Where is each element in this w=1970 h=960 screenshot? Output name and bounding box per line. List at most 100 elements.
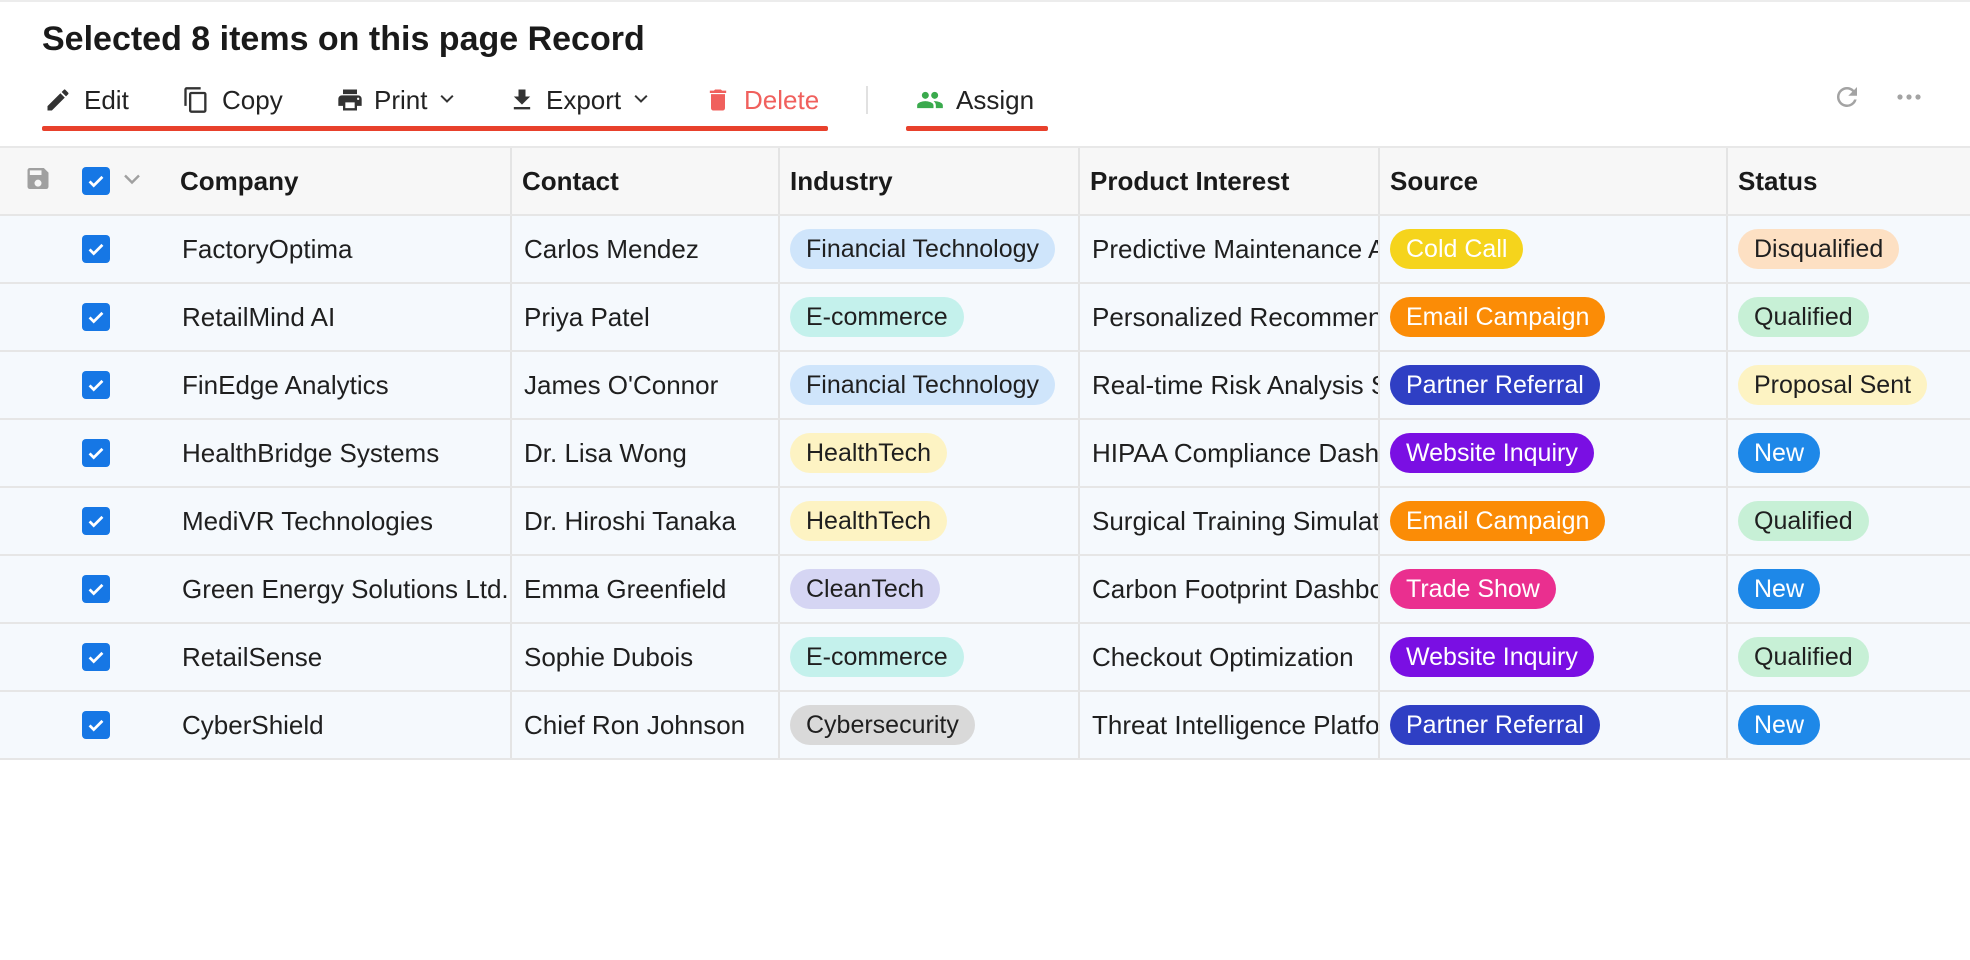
status-cell: Disqualified [1726,216,1970,282]
industry-cell: Financial Technology [778,216,1078,282]
check-icon [88,583,104,596]
contact-name: Carlos Mendez [524,233,699,264]
table-row[interactable]: MediVR Technologies Dr. Hiroshi Tanaka Hea… [0,488,1970,556]
check-icon [88,175,104,188]
table-row[interactable]: RetailSense Sophie Dubois E-commerce Checko… [0,624,1970,692]
save-icon[interactable] [24,165,52,198]
column-header-industry[interactable]: Industry [778,148,1078,214]
company-cell: FinEdge Analytics [170,352,510,418]
industry-tag: Financial Technology [790,229,1056,269]
table-row[interactable]: FinEdge Analytics James O'Connor Financial… [0,352,1970,420]
print-label: Print [374,84,428,115]
source-cell: Email Campaign [1378,284,1726,350]
status-cell: New [1726,556,1970,622]
toolbar: Edit Copy Print Export Delete Assign [0,76,1970,134]
select-all-checkbox[interactable] [82,167,110,195]
status-badge: Qualified [1738,637,1869,677]
export-label: Export [546,84,622,115]
edit-button[interactable]: Edit [44,76,129,124]
row-checkbox[interactable] [82,575,110,603]
contact-name: Sophie Dubois [524,641,694,672]
industry-tag: Financial Technology [790,365,1056,405]
source-cell: Website Inquiry [1378,420,1726,486]
table-row[interactable]: CyberShield Chief Ron Johnson Cybersecurit… [0,692,1970,760]
industry-tag: HealthTech [790,501,948,541]
product-interest-text: Real-time Risk Analysis Suite [1092,369,1378,400]
source-cell: Partner Referral [1378,692,1726,758]
contact-name: Priya Patel [524,301,650,332]
company-name: HealthBridge Systems [182,437,440,468]
delete-button[interactable]: Delete [704,76,819,124]
contact-cell: Priya Patel [510,284,778,350]
product-interest-text: Surgical Training Simulator [1092,505,1378,536]
contact-name: Dr. Hiroshi Tanaka [524,505,736,536]
copy-label: Copy [222,84,283,115]
industry-cell: E-commerce [778,284,1078,350]
row-checkbox[interactable] [82,371,110,399]
row-checkbox[interactable] [82,643,110,671]
row-checkbox[interactable] [82,711,110,739]
status-cell: Qualified [1726,488,1970,554]
check-icon [88,311,104,324]
print-button[interactable]: Print [336,76,457,124]
company-cell: HealthBridge Systems [170,420,510,486]
column-header-company[interactable]: Company [180,165,299,196]
product-interest-cell: Threat Intelligence Platform [1078,692,1378,758]
check-icon [88,515,104,528]
table-row[interactable]: Green Energy Solutions Ltd. Emma Greenfie… [0,556,1970,624]
status-badge: New [1738,705,1821,745]
product-interest-cell: Real-time Risk Analysis Suite [1078,352,1378,418]
table-row[interactable]: FactoryOptima Carlos Mendez Financial Tech… [0,216,1970,284]
assign-underline [906,126,1048,131]
users-icon [917,91,943,109]
company-name: RetailMind AI [182,301,336,332]
source-tag: Trade Show [1390,569,1556,609]
industry-cell: CleanTech [778,556,1078,622]
company-cell: FactoryOptima [170,216,510,282]
product-interest-text: Threat Intelligence Platform [1092,709,1378,740]
column-header-contact[interactable]: Contact [510,148,778,214]
toolbar-divider [866,86,868,114]
status-badge: New [1738,433,1821,473]
company-name: RetailSense [182,641,323,672]
toolbar-group-underline [42,126,828,131]
source-tag: Partner Referral [1390,365,1600,405]
company-cell: MediVR Technologies [170,488,510,554]
status-cell: New [1726,420,1970,486]
status-cell: Qualified [1726,624,1970,690]
row-checkbox[interactable] [82,235,110,263]
source-cell: Email Campaign [1378,488,1726,554]
column-header-status[interactable]: Status [1726,148,1970,214]
printer-icon [338,89,362,111]
column-header-source[interactable]: Source [1378,148,1726,214]
copy-button[interactable]: Copy [182,76,283,124]
chevron-down-icon[interactable] [120,167,144,196]
company-name: CyberShield [182,709,324,740]
chevron-down-icon [437,85,457,116]
export-button[interactable]: Export [508,76,651,124]
row-checkbox[interactable] [82,303,110,331]
contact-name: James O'Connor [524,369,719,400]
table-row[interactable]: RetailMind AI Priya Patel E-commerce Person… [0,284,1970,352]
industry-cell: Financial Technology [778,352,1078,418]
records-table: Company Contact Industry Product Interes… [0,146,1970,760]
company-cell: RetailMind AI [170,284,510,350]
industry-cell: HealthTech [778,420,1078,486]
contact-cell: Emma Greenfield [510,556,778,622]
industry-tag: Cybersecurity [790,705,975,745]
more-options-button[interactable] [1894,82,1924,112]
row-checkbox[interactable] [82,507,110,535]
source-cell: Cold Call [1378,216,1726,282]
company-cell: Green Energy Solutions Ltd. [170,556,510,622]
column-header-product-interest[interactable]: Product Interest [1078,148,1378,214]
source-tag: Website Inquiry [1390,433,1594,473]
chevron-down-icon [631,85,651,116]
refresh-button[interactable] [1832,82,1862,112]
product-interest-cell: HIPAA Compliance Dashboard [1078,420,1378,486]
table-row[interactable]: HealthBridge Systems Dr. Lisa Wong HealthT… [0,420,1970,488]
company-name: FinEdge Analytics [182,369,389,400]
top-divider [0,0,1970,2]
row-checkbox[interactable] [82,439,110,467]
assign-button[interactable]: Assign [916,76,1034,124]
status-badge: New [1738,569,1821,609]
